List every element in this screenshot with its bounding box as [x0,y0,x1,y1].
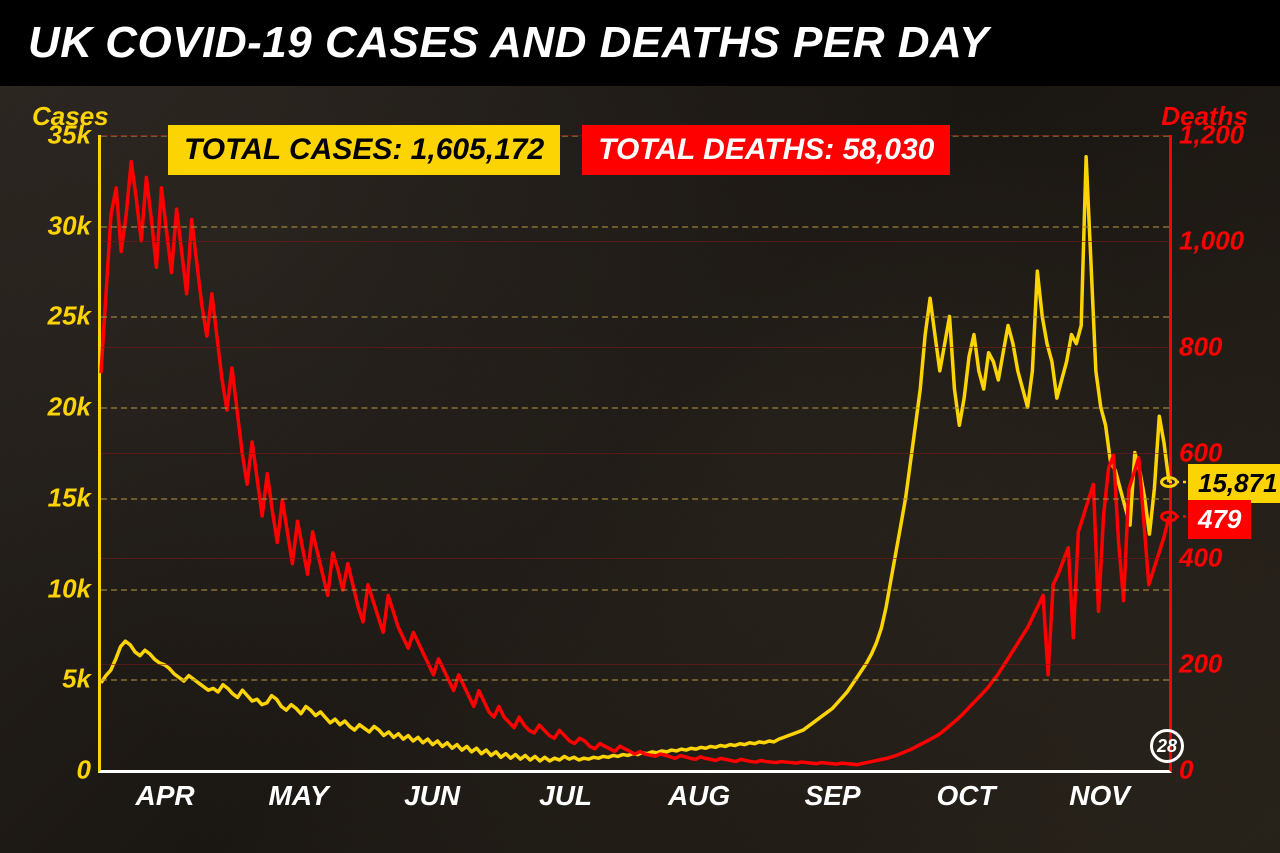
end-value-deaths: 479 [1188,500,1251,539]
xtick: NOV [1069,780,1130,812]
total-deaths-badge: TOTAL DEATHS: 58,030 [582,125,950,175]
ytick-right: 800 [1179,331,1222,362]
cases-line [101,157,1169,761]
gridline-cases [101,589,1169,591]
gridline-cases [101,679,1169,681]
gridline-cases [101,316,1169,318]
gridline-deaths [101,241,1169,242]
ytick-left: 15k [48,482,91,513]
xtick: OCT [937,780,996,812]
gridline-cases [101,407,1169,409]
gridline-cases [101,226,1169,228]
gridline-deaths [101,558,1169,559]
gridline-deaths [101,664,1169,665]
ytick-left: 0 [77,755,91,786]
ytick-right: 0 [1179,755,1193,786]
title-bar: UK COVID-19 CASES AND DEATHS PER DAY [0,0,1280,86]
chart-container: Cases Deaths TOTAL CASES: 1,605,172 TOTA… [28,95,1252,833]
xtick: AUG [668,780,730,812]
ytick-left: 10k [48,573,91,604]
xtick: APR [136,780,195,812]
xtick: SEP [805,780,861,812]
ytick-right: 1,000 [1179,225,1244,256]
ytick-right: 200 [1179,649,1222,680]
ytick-left: 25k [48,301,91,332]
totals-row: TOTAL CASES: 1,605,172 TOTAL DEATHS: 58,… [168,125,950,175]
xtick: JUN [404,780,460,812]
xtick: JUL [539,780,592,812]
ytick-right: 1,200 [1179,120,1244,151]
gridline-cases [101,498,1169,500]
chart-title: UK COVID-19 CASES AND DEATHS PER DAY [28,18,1252,68]
ytick-right: 400 [1179,543,1222,574]
plot-area: 05k10k15k20k25k30k35k02004006008001,0001… [98,135,1172,773]
ytick-left: 35k [48,120,91,151]
deaths-line [101,161,1169,764]
ytick-left: 20k [48,392,91,423]
gridline-deaths [101,453,1169,454]
end-value-cases: 15,871 [1188,464,1280,503]
end-day-marker: 28 [1150,729,1184,763]
total-cases-badge: TOTAL CASES: 1,605,172 [168,125,560,175]
ytick-left: 5k [62,664,91,695]
gridline-deaths [101,347,1169,348]
ytick-left: 30k [48,210,91,241]
xtick: MAY [269,780,329,812]
